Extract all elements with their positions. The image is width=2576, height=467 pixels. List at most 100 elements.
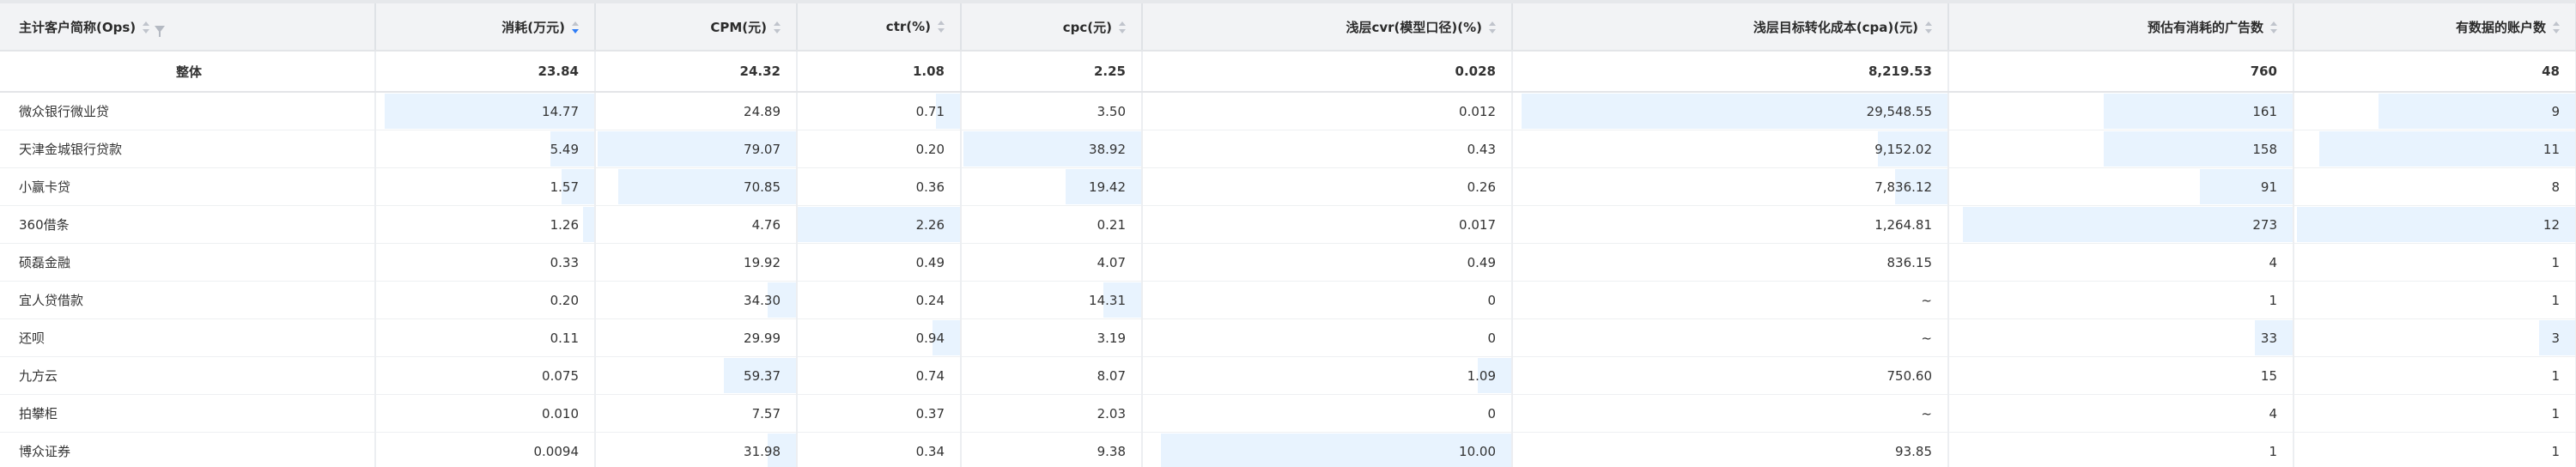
- sort-icon[interactable]: [143, 21, 150, 33]
- cell-ads: 1: [1948, 432, 2294, 467]
- sort-desc-icon[interactable]: [572, 21, 579, 33]
- table-row[interactable]: 微众银行微业贷 14.77 24.89 0.71 3.50 0.012 29,548.55 1…: [0, 92, 2576, 130]
- value-bar: [1103, 282, 1141, 318]
- cell-value: 0.94: [915, 330, 945, 346]
- value-bar: [583, 207, 594, 242]
- cell-value: 1: [2551, 405, 2560, 422]
- cell-cvr: 0: [1142, 318, 1513, 357]
- cell-cpm: 34.30: [595, 281, 798, 319]
- cell-client-name: 九方云: [0, 356, 376, 395]
- cell-cpm: 24.89: [595, 92, 798, 130]
- cell-cpa: 836.15: [1512, 243, 1949, 282]
- cell-cpc: 3.19: [961, 318, 1143, 357]
- sort-icon[interactable]: [774, 21, 781, 33]
- cell-value: 91: [2260, 179, 2277, 195]
- total-accounts: 48: [2293, 51, 2576, 93]
- column-header-cpa[interactable]: 浅层目标转化成本(cpa)(元): [1512, 0, 1949, 52]
- table-row[interactable]: 硕磊金融 0.33 19.92 0.49 4.07 0.49 836.15 4 1: [0, 243, 2576, 282]
- cell-cpa: ~: [1512, 394, 1949, 433]
- cell-value: 836.15: [1886, 254, 1933, 270]
- cell-value: 0.49: [1467, 254, 1496, 270]
- cell-ads: 161: [1948, 92, 2294, 130]
- cell-accounts: 9: [2293, 92, 2576, 130]
- cell-ctr: 2.26: [797, 205, 962, 244]
- column-header-cost[interactable]: 消耗(万元): [375, 0, 596, 52]
- column-header-cvr[interactable]: 浅层cvr(模型口径)(%): [1142, 0, 1513, 52]
- total-cpc: 2.25: [961, 51, 1143, 93]
- column-header-cpc[interactable]: cpc(元): [961, 0, 1143, 52]
- cell-cpa: 750.60: [1512, 356, 1949, 395]
- table-row[interactable]: 360借条 1.26 4.76 2.26 0.21 0.017 1,264.81 273 12: [0, 205, 2576, 244]
- cell-cpc: 19.42: [961, 167, 1143, 206]
- cell-cost: 1.26: [375, 205, 596, 244]
- cell-cpc: 38.92: [961, 130, 1143, 168]
- cell-value: 8.07: [1097, 367, 1126, 384]
- cell-value: 1: [2269, 443, 2277, 459]
- sort-icon[interactable]: [1119, 21, 1126, 33]
- total-row: 整体 23.84 24.32 1.08 2.25 0.028 8,219.53 …: [0, 51, 2576, 93]
- cell-cost: 0.075: [375, 356, 596, 395]
- table-row[interactable]: 天津金城银行贷款 5.49 79.07 0.20 38.92 0.43 9,152.02 15…: [0, 130, 2576, 168]
- column-header-cpm[interactable]: CPM(元): [595, 0, 798, 52]
- value-bar: [1878, 131, 1947, 167]
- table-row[interactable]: 还呗 0.11 29.99 0.94 3.19 0 ~33 3: [0, 318, 2576, 357]
- cell-cost: 0.0094: [375, 432, 596, 467]
- table-row[interactable]: 博众证券 0.0094 31.98 0.34 9.38 10.00 93.85 1 1: [0, 432, 2576, 467]
- cell-accounts: 1: [2293, 281, 2576, 319]
- sort-icon[interactable]: [2270, 21, 2277, 33]
- cell-ctr: 0.71: [797, 92, 962, 130]
- cell-cvr: 0.017: [1142, 205, 1513, 244]
- cell-value: 1: [2269, 292, 2277, 308]
- cell-ctr: 0.24: [797, 281, 962, 319]
- cell-value: 1: [2551, 443, 2560, 459]
- table-row[interactable]: 小赢卡贷 1.57 70.85 0.36 19.42 0.26 7,836.12 91 8: [0, 167, 2576, 206]
- sort-icon[interactable]: [1925, 21, 1932, 33]
- cell-value: 1: [2551, 292, 2560, 308]
- cell-value: 161: [2252, 103, 2277, 119]
- value-bar: [550, 131, 594, 167]
- cell-value: 2.26: [915, 216, 945, 233]
- table-row[interactable]: 宜人贷借款 0.20 34.30 0.24 14.31 0 ~1 1: [0, 281, 2576, 319]
- column-header-name[interactable]: 主计客户简称(Ops): [0, 0, 376, 52]
- cell-cpa: 93.85: [1512, 432, 1949, 467]
- filter-icon[interactable]: [155, 25, 166, 37]
- column-header-ads[interactable]: 预估有消耗的广告数: [1948, 0, 2294, 52]
- value-bar: [1963, 207, 2293, 242]
- sort-icon[interactable]: [1489, 21, 1496, 33]
- value-bar: [932, 320, 960, 355]
- column-header-accounts[interactable]: 有数据的账户数: [2293, 0, 2576, 52]
- cell-ads: 158: [1948, 130, 2294, 168]
- cell-cvr: 10.00: [1142, 432, 1513, 467]
- sort-icon[interactable]: [938, 21, 945, 33]
- table-row[interactable]: 九方云 0.075 59.37 0.74 8.07 1.09 750.60 15 1: [0, 356, 2576, 395]
- value-bar: [724, 358, 796, 393]
- cell-cpc: 4.07: [961, 243, 1143, 282]
- cell-cpc: 8.07: [961, 356, 1143, 395]
- value-bar: [963, 131, 1141, 167]
- cell-value: 0.43: [1467, 141, 1496, 157]
- cell-cvr: 0.26: [1142, 167, 1513, 206]
- cell-value: 11: [2543, 141, 2560, 157]
- cell-accounts: 1: [2293, 394, 2576, 433]
- value-bar: [798, 207, 960, 242]
- cell-value: 24.89: [744, 103, 781, 119]
- cell-value: 0.11: [550, 330, 579, 346]
- value-bar: [768, 434, 796, 467]
- cell-value: 0.49: [915, 254, 945, 270]
- value-bar: [561, 169, 594, 204]
- table-row[interactable]: 拍攀柜 0.010 7.57 0.37 2.03 0 ~4 1: [0, 394, 2576, 433]
- sort-icon[interactable]: [2553, 21, 2560, 33]
- cell-value: 93.85: [1895, 443, 1932, 459]
- cell-accounts: 8: [2293, 167, 2576, 206]
- cell-value: 0.0094: [533, 443, 580, 459]
- cell-cost: 0.010: [375, 394, 596, 433]
- cell-ctr: 0.49: [797, 243, 962, 282]
- cell-value: 1: [2551, 254, 2560, 270]
- value-bar: [1522, 94, 1947, 129]
- cell-accounts: 12: [2293, 205, 2576, 244]
- cell-value: 0.010: [542, 405, 579, 422]
- total-cvr: 0.028: [1142, 51, 1513, 93]
- column-header-ctr[interactable]: ctr(%): [797, 0, 962, 52]
- cell-cost: 5.49: [375, 130, 596, 168]
- value-bar: [1895, 169, 1947, 204]
